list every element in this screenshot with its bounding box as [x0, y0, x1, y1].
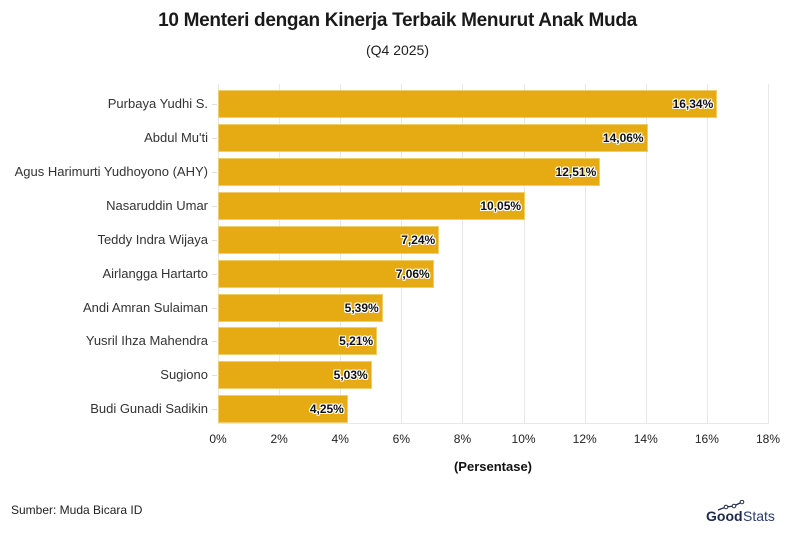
bar-value-label: 16,34%: [672, 97, 714, 111]
category-label: Sugiono: [160, 367, 208, 382]
x-tick-label: 12%: [572, 432, 597, 446]
bar[interactable]: 7,24%: [218, 226, 440, 254]
trend-line-icon: [717, 500, 745, 511]
x-tick-label: 4%: [331, 432, 349, 446]
bar[interactable]: 12,51%: [218, 158, 601, 186]
y-tick-mark: [212, 206, 217, 207]
bar[interactable]: 5,39%: [218, 294, 383, 322]
category-label: Budi Gunadi Sadikin: [90, 401, 208, 416]
y-tick-mark: [212, 138, 217, 139]
bar-value-label: 12,51%: [555, 165, 597, 179]
bar-value-label: 5,03%: [333, 368, 368, 382]
x-tick-label: 8%: [453, 432, 472, 446]
bar[interactable]: 4,25%: [218, 395, 348, 423]
y-tick-mark: [212, 104, 217, 105]
x-tick-label: 2%: [270, 432, 288, 446]
x-tick-label: 14%: [633, 432, 658, 446]
bar[interactable]: 10,05%: [218, 192, 526, 220]
bar-row: 14,06%: [218, 121, 768, 155]
category-label: Nasaruddin Umar: [106, 198, 208, 213]
gridline: [340, 84, 342, 424]
category-label: Teddy Indra Wijaya: [97, 232, 208, 247]
bar[interactable]: 14,06%: [218, 124, 648, 152]
y-tick-mark: [212, 375, 217, 376]
x-axis-label: (Persentase): [453, 459, 533, 474]
x-tick-label: 18%: [755, 432, 781, 446]
category-label: Abdul Mu'ti: [144, 130, 208, 145]
source-note: Sumber: Muda Bicara ID: [11, 503, 143, 517]
logo-good-text: Good: [706, 508, 743, 524]
category-label: Airlangga Hartarto: [102, 266, 209, 281]
bar-row: 5,03%: [218, 358, 768, 392]
bar-row: 16,34%: [218, 87, 768, 121]
y-tick-mark: [212, 409, 217, 410]
bar[interactable]: 5,03%: [218, 361, 372, 389]
gridline: [768, 84, 769, 424]
bar-value-label: 7,06%: [395, 267, 430, 281]
bar[interactable]: 16,34%: [218, 90, 718, 118]
bar-value-label: 10,05%: [480, 199, 522, 213]
gridline: [462, 84, 464, 424]
bar[interactable]: 7,06%: [218, 260, 434, 288]
bar-row: 7,24%: [218, 223, 768, 257]
bar-row: 4,25%: [218, 392, 768, 426]
bar[interactable]: 5,21%: [218, 327, 378, 355]
gridline: [645, 84, 647, 424]
x-axis-line: [218, 423, 768, 424]
category-label: Yusril Ihza Mahendra: [85, 333, 208, 348]
y-tick-mark: [212, 341, 217, 342]
y-tick-mark: [212, 308, 217, 309]
chart-subtitle: (Q4 2025): [365, 42, 430, 58]
chart-title: 10 Menteri dengan Kinerja Terbaik Menuru…: [158, 10, 637, 31]
x-tick-label: 16%: [694, 432, 719, 446]
x-tick-label: 0%: [209, 432, 227, 446]
bar-row: 5,39%: [218, 291, 768, 325]
gridline: [706, 84, 708, 424]
bar-value-label: 4,25%: [309, 402, 344, 416]
category-label: Purbaya Yudhi S.: [107, 96, 208, 111]
logo-stats-text: Stats: [743, 508, 775, 524]
x-tick-label: 6%: [392, 432, 410, 446]
x-tick-label: 10%: [511, 432, 536, 446]
gridline: [279, 84, 281, 424]
bar-row: 10,05%: [218, 189, 768, 223]
y-tick-mark: [212, 240, 217, 241]
bar-value-label: 7,24%: [401, 233, 436, 247]
bar-value-label: 14,06%: [602, 131, 644, 145]
y-tick-mark: [212, 274, 217, 275]
gridline: [584, 84, 586, 424]
bar-row: 5,21%: [218, 324, 768, 358]
category-label: Andi Amran Sulaiman: [82, 300, 208, 315]
y-tick-mark: [212, 172, 217, 173]
gridline: [218, 84, 219, 424]
gridline: [523, 84, 525, 424]
plot-area: 16,34% 14,06% 12,51% 10,05% 7,24% 7,06% 5,39% 5…: [218, 84, 769, 426]
bar-value-label: 5,21%: [339, 334, 374, 348]
category-label: Agus Harimurti Yudhoyono (AHY): [14, 164, 208, 179]
bar-value-label: 5,39%: [344, 301, 379, 315]
bar-row: 12,51%: [218, 155, 768, 189]
bar-row: 7,06%: [218, 257, 768, 291]
gridline: [401, 84, 403, 424]
goodstats-logo: Good Stats: [706, 500, 786, 526]
